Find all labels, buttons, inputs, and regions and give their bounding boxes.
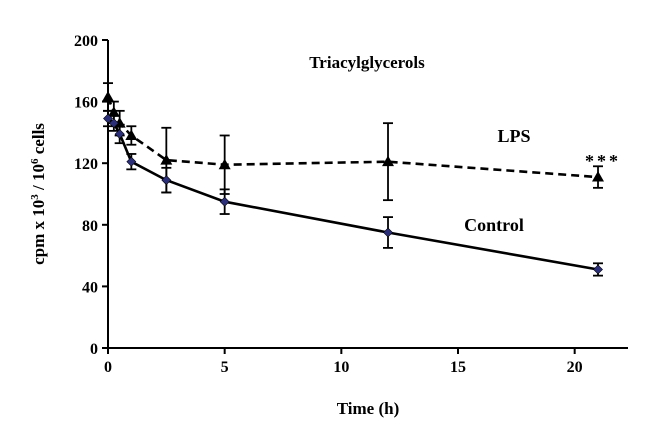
series-label-lps: LPS [497,126,530,146]
y-axis-label-sup1: 3 [29,194,41,200]
y-tick-label: 160 [74,95,98,112]
x-tick-label: 5 [221,359,229,376]
data-point [219,196,230,207]
data-point [160,154,173,165]
data-point [126,156,137,167]
data-point [107,106,120,117]
series-layer [102,82,605,277]
x-axis-label: Time (h) [337,399,400,418]
data-point [108,118,119,129]
series-label-control: Control [464,215,524,235]
y-axis-label-post: cells [29,123,48,159]
y-tick-label: 200 [74,33,98,50]
y-ticks: 0 40 80 120 160 200 [74,33,108,358]
y-tick-label: 40 [82,279,98,296]
data-point [593,264,603,275]
data-point [161,175,172,186]
data-point [383,227,393,238]
data-point [103,113,113,124]
y-axis-label-sup2: 6 [29,158,41,164]
y-tick-label: 80 [82,218,98,235]
axes [107,40,628,349]
x-tick-label: 10 [333,359,349,376]
chart-title: Triacylglycerols [309,53,425,72]
data-point [114,129,125,139]
data-point [218,158,231,170]
y-axis-label-pre: cpm x 10 [29,200,48,265]
x-tick-label: 20 [567,359,583,376]
data-point [102,90,114,102]
x-tick-label: 15 [450,359,466,376]
series-control [103,109,604,277]
data-point [592,171,605,182]
y-tick-label: 120 [74,156,98,173]
x-tick-label: 0 [104,359,112,376]
data-point [125,129,138,140]
y-tick-label: 0 [90,341,98,358]
series-lps [102,82,605,202]
data-point [382,155,395,167]
x-ticks: 0 5 10 15 20 [104,348,583,376]
significance-annotation: *** [585,151,621,171]
y-axis-label-mid: / 10 [29,164,48,194]
y-axis-label: cpm x 103 / 106 cells [29,123,48,265]
